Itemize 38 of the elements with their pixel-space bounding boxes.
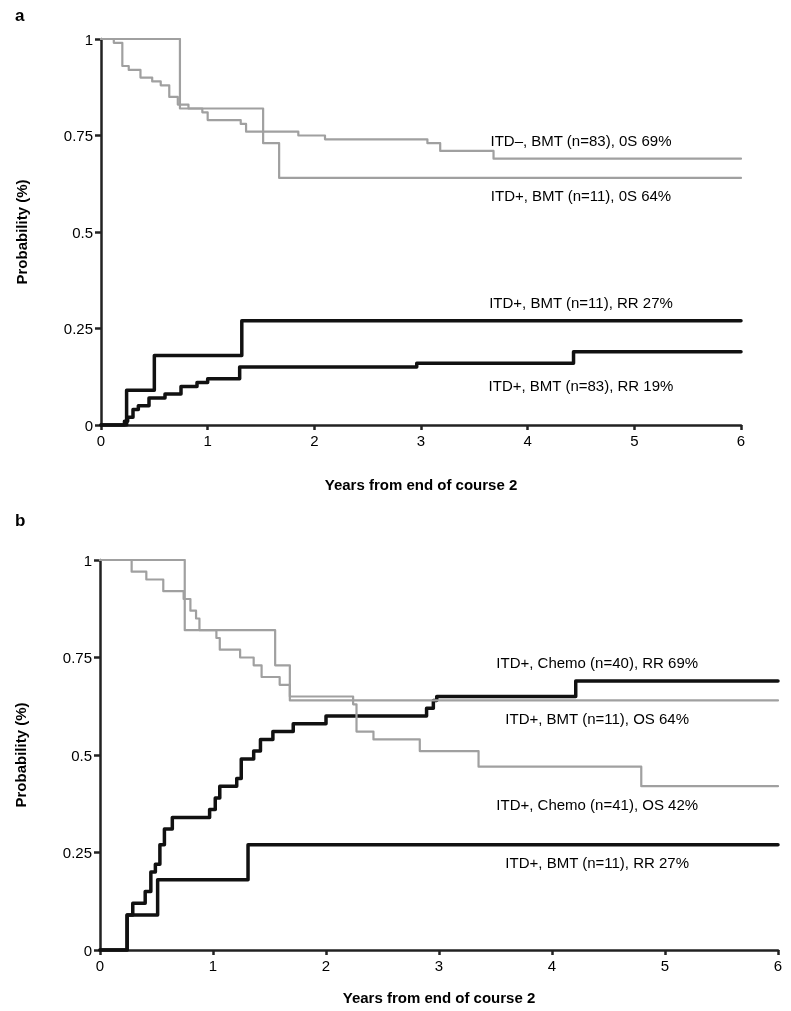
chart-title: a xyxy=(15,6,25,25)
x-tick-label: 4 xyxy=(547,957,557,974)
y-tick-label: 1 xyxy=(83,551,92,569)
y-axis-title: Probability (%) xyxy=(12,702,29,808)
x-tick-label: 0 xyxy=(96,432,106,449)
x-tick-label: 0 xyxy=(95,957,105,974)
x-tick-label: 3 xyxy=(416,432,426,449)
y-tick-label: 0 xyxy=(84,416,93,434)
x-axis-title: Years from end of course 2 xyxy=(324,476,518,493)
x-tick-label: 3 xyxy=(434,957,444,974)
x-tick-label: 2 xyxy=(321,957,331,974)
x-tick-label: 4 xyxy=(523,432,532,449)
x-axis-title: Years from end of course 2 xyxy=(342,989,536,1006)
x-tick-label: 6 xyxy=(773,957,783,974)
y-tick-label: 0.5 xyxy=(71,746,92,764)
y-tick-label: 1 xyxy=(84,30,93,48)
y-axis-title: Probability (%) xyxy=(13,179,30,285)
x-tick-label: 1 xyxy=(203,432,212,449)
x-tick-label: 1 xyxy=(208,957,218,974)
chart-title: b xyxy=(15,511,26,530)
series-label: ITD+, BMT (n=83), RR 19% xyxy=(488,377,674,395)
series-label: ITD+, BMT (n=11), RR 27% xyxy=(489,294,673,312)
series-label: ITD+, BMT (n=11), OS 64% xyxy=(505,709,690,727)
x-tick-label: 5 xyxy=(660,957,670,974)
series-label: ITD+, Chemo (n=41), OS 42% xyxy=(496,795,699,813)
x-tick-label: 6 xyxy=(736,432,746,449)
y-tick-label: 0.25 xyxy=(62,844,92,861)
x-tick-label: 5 xyxy=(630,432,639,449)
y-tick-label: 0 xyxy=(83,941,92,959)
y-tick-label: 0.75 xyxy=(63,127,93,144)
series-label: ITD+, Chemo (n=40), RR 69% xyxy=(496,654,699,672)
series-label: ITD+, BMT (n=11), RR 27% xyxy=(505,854,690,872)
y-tick-label: 0.5 xyxy=(72,223,93,241)
series-label: ITD–, BMT (n=83), 0S 69% xyxy=(490,132,672,150)
series-label: ITD+, BMT (n=11), 0S 64% xyxy=(490,187,672,205)
y-tick-label: 0.75 xyxy=(62,649,92,666)
x-tick-label: 2 xyxy=(310,432,319,449)
y-tick-label: 0.25 xyxy=(63,320,93,337)
